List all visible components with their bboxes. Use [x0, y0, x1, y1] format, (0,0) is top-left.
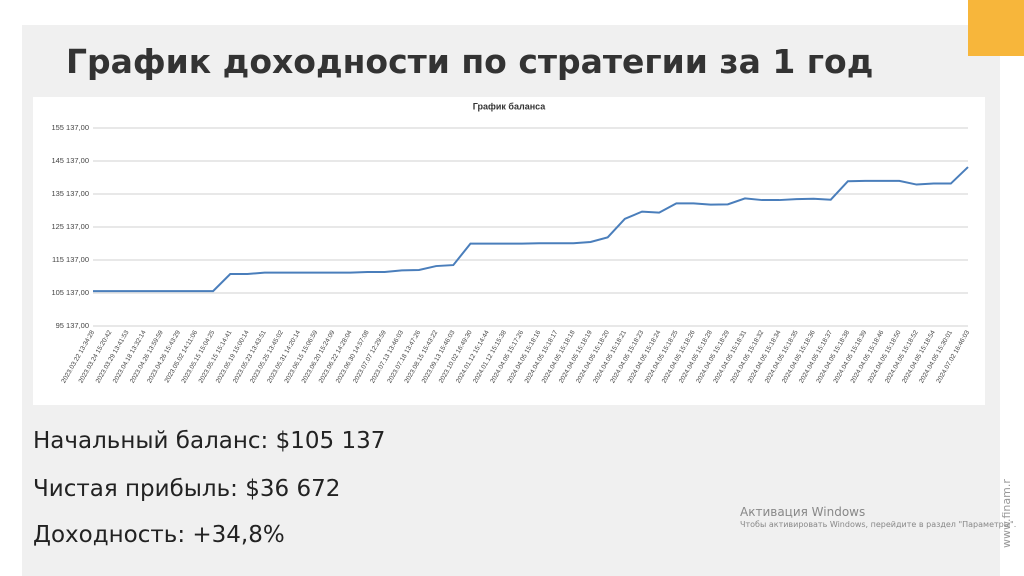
watermark: Чтобы активировать Windows, перейдите в …: [740, 520, 1017, 529]
y-tick-label: 135 137,00: [51, 189, 89, 198]
y-tick-label: 95 137,00: [56, 321, 89, 330]
net-profit: Чистая прибыль: $36 672: [33, 476, 341, 502]
initial-balance: Начальный баланс: $105 137: [33, 428, 386, 454]
chart: График баланса 95 137,00 105 137,00 115 13…: [33, 97, 985, 405]
watermark: Активация Windows: [740, 505, 866, 519]
return: Доходность: +34,8%: [33, 522, 285, 548]
y-tick-label: 105 137,00: [51, 288, 89, 297]
y-tick-label: 125 137,00: [51, 222, 89, 231]
chart-title: График баланса: [473, 101, 547, 111]
slide-title: График доходности по стратегии за 1 год: [66, 42, 874, 81]
y-tick-label: 155 137,00: [51, 123, 89, 132]
y-tick-label: 115 137,00: [52, 255, 89, 264]
balance-line: [93, 166, 969, 293]
y-tick-label: 145 137,00: [51, 156, 89, 165]
site-url: www.finam.r: [1000, 479, 1013, 548]
chart-background: [33, 97, 985, 405]
logo: [968, 0, 1024, 56]
